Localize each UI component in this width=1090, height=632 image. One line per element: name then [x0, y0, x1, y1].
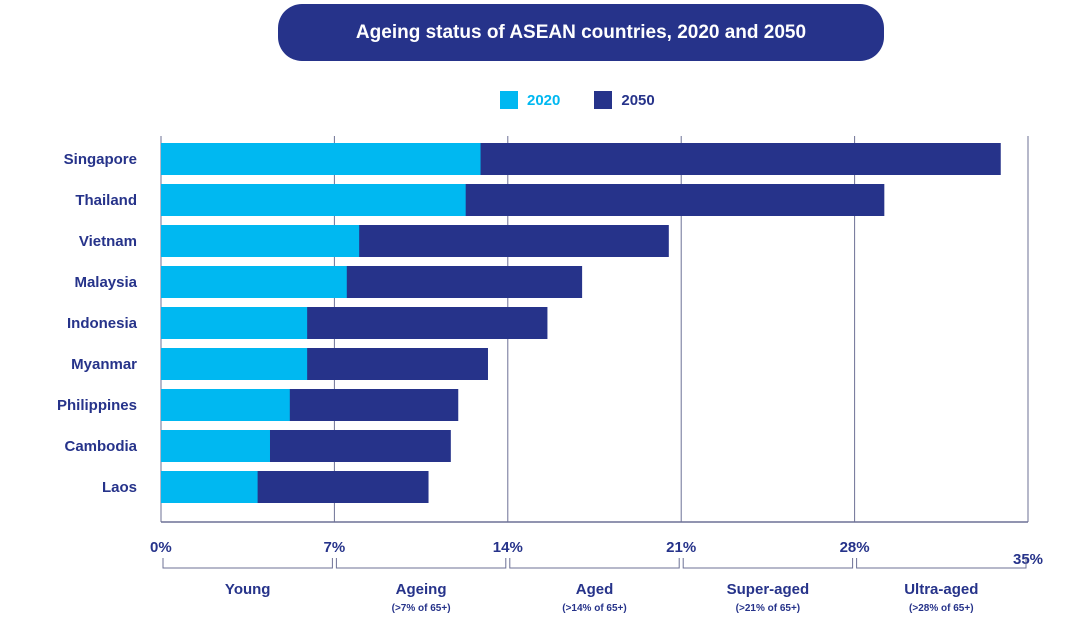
bar-2020-indonesia	[161, 307, 308, 339]
category-label-cambodia: Cambodia	[64, 438, 137, 455]
category-label-thailand: Thailand	[75, 192, 137, 209]
legend: 2020 2050	[500, 89, 689, 111]
bar-2020-malaysia	[161, 266, 347, 298]
legend-swatch-2020	[500, 91, 518, 109]
bar-2020-thailand	[161, 184, 466, 216]
band-label-super-aged: Super-aged	[727, 581, 810, 598]
bar-2020-cambodia	[161, 430, 270, 462]
band-sublabel-super-aged: (>21% of 65+)	[736, 603, 800, 614]
chart-title-banner: Ageing status of ASEAN countries, 2020 a…	[278, 4, 884, 61]
legend-item-2020: 2020	[500, 91, 560, 109]
band-sublabel-aged: (>14% of 65+)	[562, 603, 626, 614]
category-label-laos: Laos	[102, 479, 137, 496]
band-label-ageing: Ageing	[396, 581, 447, 598]
label-layer: Singapore Thailand Vietnam Malaysia Indonesi…	[57, 151, 138, 496]
category-label-myanmar: Myanmar	[71, 356, 137, 373]
legend-label-2050: 2050	[621, 91, 655, 109]
band-label-young: Young	[225, 581, 271, 598]
band-bracket-0	[162, 558, 333, 569]
chart-title: Ageing status of ASEAN countries, 2020 a…	[355, 21, 807, 43]
category-label-philippines: Philippines	[57, 397, 137, 414]
axis-layer: 0% 7% 14% 21% 28% 35% Young Ageing (>7% of 65+) A…	[150, 521, 1043, 614]
x-tick-label-2: 14%	[493, 539, 523, 556]
x-tick-label-4: 28%	[840, 539, 870, 556]
band-label-ultra-aged: Ultra-aged	[904, 581, 978, 598]
band-label-aged: Aged	[576, 581, 614, 598]
legend-item-2050: 2050	[594, 91, 655, 109]
band-bracket-3	[682, 558, 854, 569]
category-label-vietnam: Vietnam	[79, 233, 137, 250]
category-label-malaysia: Malaysia	[74, 274, 137, 291]
bar-2020-myanmar	[161, 348, 308, 380]
bar-2020-philippines	[161, 389, 290, 421]
x-tick-label-5: 35%	[1013, 551, 1043, 568]
x-tick-label-3: 21%	[666, 539, 696, 556]
legend-label-2020: 2020	[527, 91, 561, 109]
band-bracket-4	[856, 558, 1027, 569]
band-sublabel-ageing: (>7% of 65+)	[392, 603, 451, 614]
x-tick-label-1: 7%	[324, 539, 346, 556]
bar-2020-laos	[161, 471, 258, 503]
legend-swatch-2050	[594, 91, 613, 109]
category-label-indonesia: Indonesia	[67, 315, 138, 332]
band-sublabel-ultra-aged: (>28% of 65+)	[909, 603, 973, 614]
bar-2020-vietnam	[161, 225, 360, 257]
band-bracket-1	[335, 558, 507, 569]
x-tick-label-0: 0%	[150, 539, 172, 556]
band-bracket-2	[509, 558, 680, 569]
bar-layer	[161, 143, 1001, 503]
bar-2020-singapore	[161, 143, 481, 175]
category-label-singapore: Singapore	[64, 151, 137, 168]
